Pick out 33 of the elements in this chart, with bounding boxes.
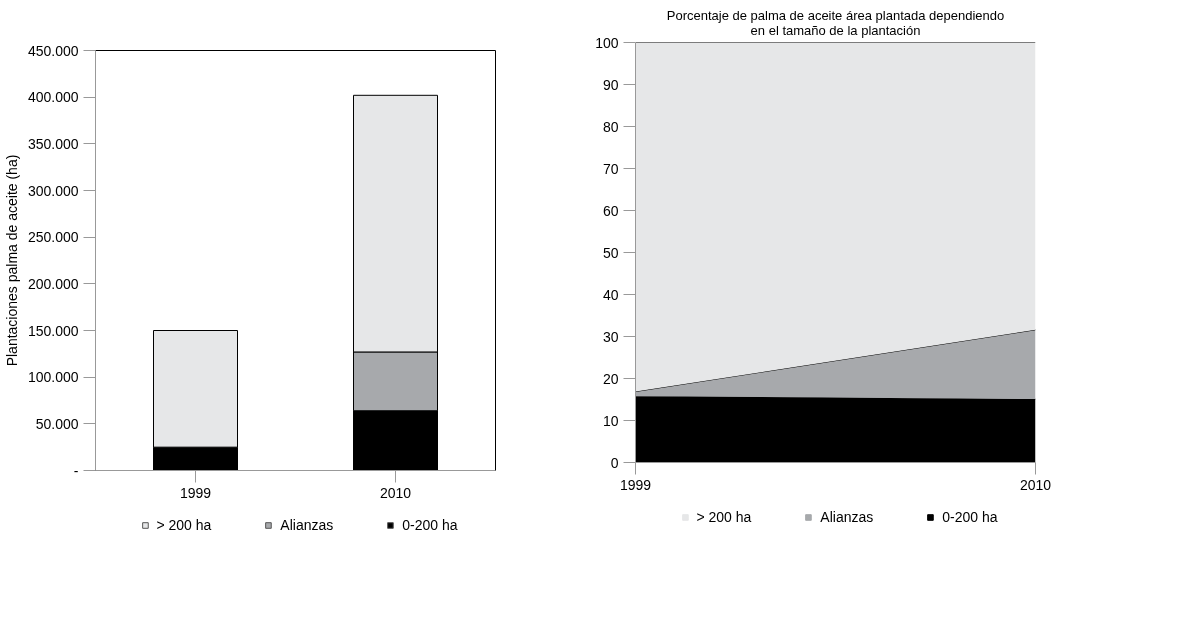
y-tick-label: - [73,462,79,479]
legend-label: Alianzas [820,509,874,525]
x-tick-label: 1999 [179,484,212,501]
y-tick-label: 400.000 [27,89,79,106]
legend-label: > 200 ha [156,517,212,533]
y-tick-label: 10 [602,412,619,429]
y-tick-label: 70 [602,160,619,177]
y-axis-title: Plantaciones palma de aceite (ha) [3,154,20,367]
y-tick-label: 300.000 [27,182,79,199]
y-tick-label: 60 [602,202,619,219]
y-tick-label: 350.000 [27,135,79,152]
legend-label: > 200 ha [696,509,752,525]
y-tick-label: 250.000 [27,229,79,246]
chart-title: Porcentaje de palma de aceite área plantada dependiendo en el tamaño de la plantación [666,7,1005,38]
legend-label: Alianzas [280,517,334,533]
y-tick-label: 100 [595,34,619,51]
x-tick-label: 1999 [619,476,652,493]
legend-label: 0-200 ha [942,509,998,525]
y-tick-label: 100.000 [27,369,79,386]
y-tick-label: 80 [602,118,619,135]
y-tick-label: 90 [602,76,619,93]
legend-label: 0-200 ha [402,517,458,533]
x-tick-label: 2010 [379,484,412,501]
y-tick-label: 50.000 [35,415,79,432]
x-tick-label: 2010 [1019,476,1052,493]
y-tick-label: 30 [602,328,619,345]
y-tick-label: 40 [602,286,619,303]
y-tick-label: 150.000 [27,322,79,339]
y-tick-label: 0 [610,454,619,471]
y-tick-label: 50 [602,244,619,261]
y-tick-label: 20 [602,370,619,387]
y-tick-label: 450.000 [27,42,79,59]
y-tick-label: 200.000 [27,275,79,292]
